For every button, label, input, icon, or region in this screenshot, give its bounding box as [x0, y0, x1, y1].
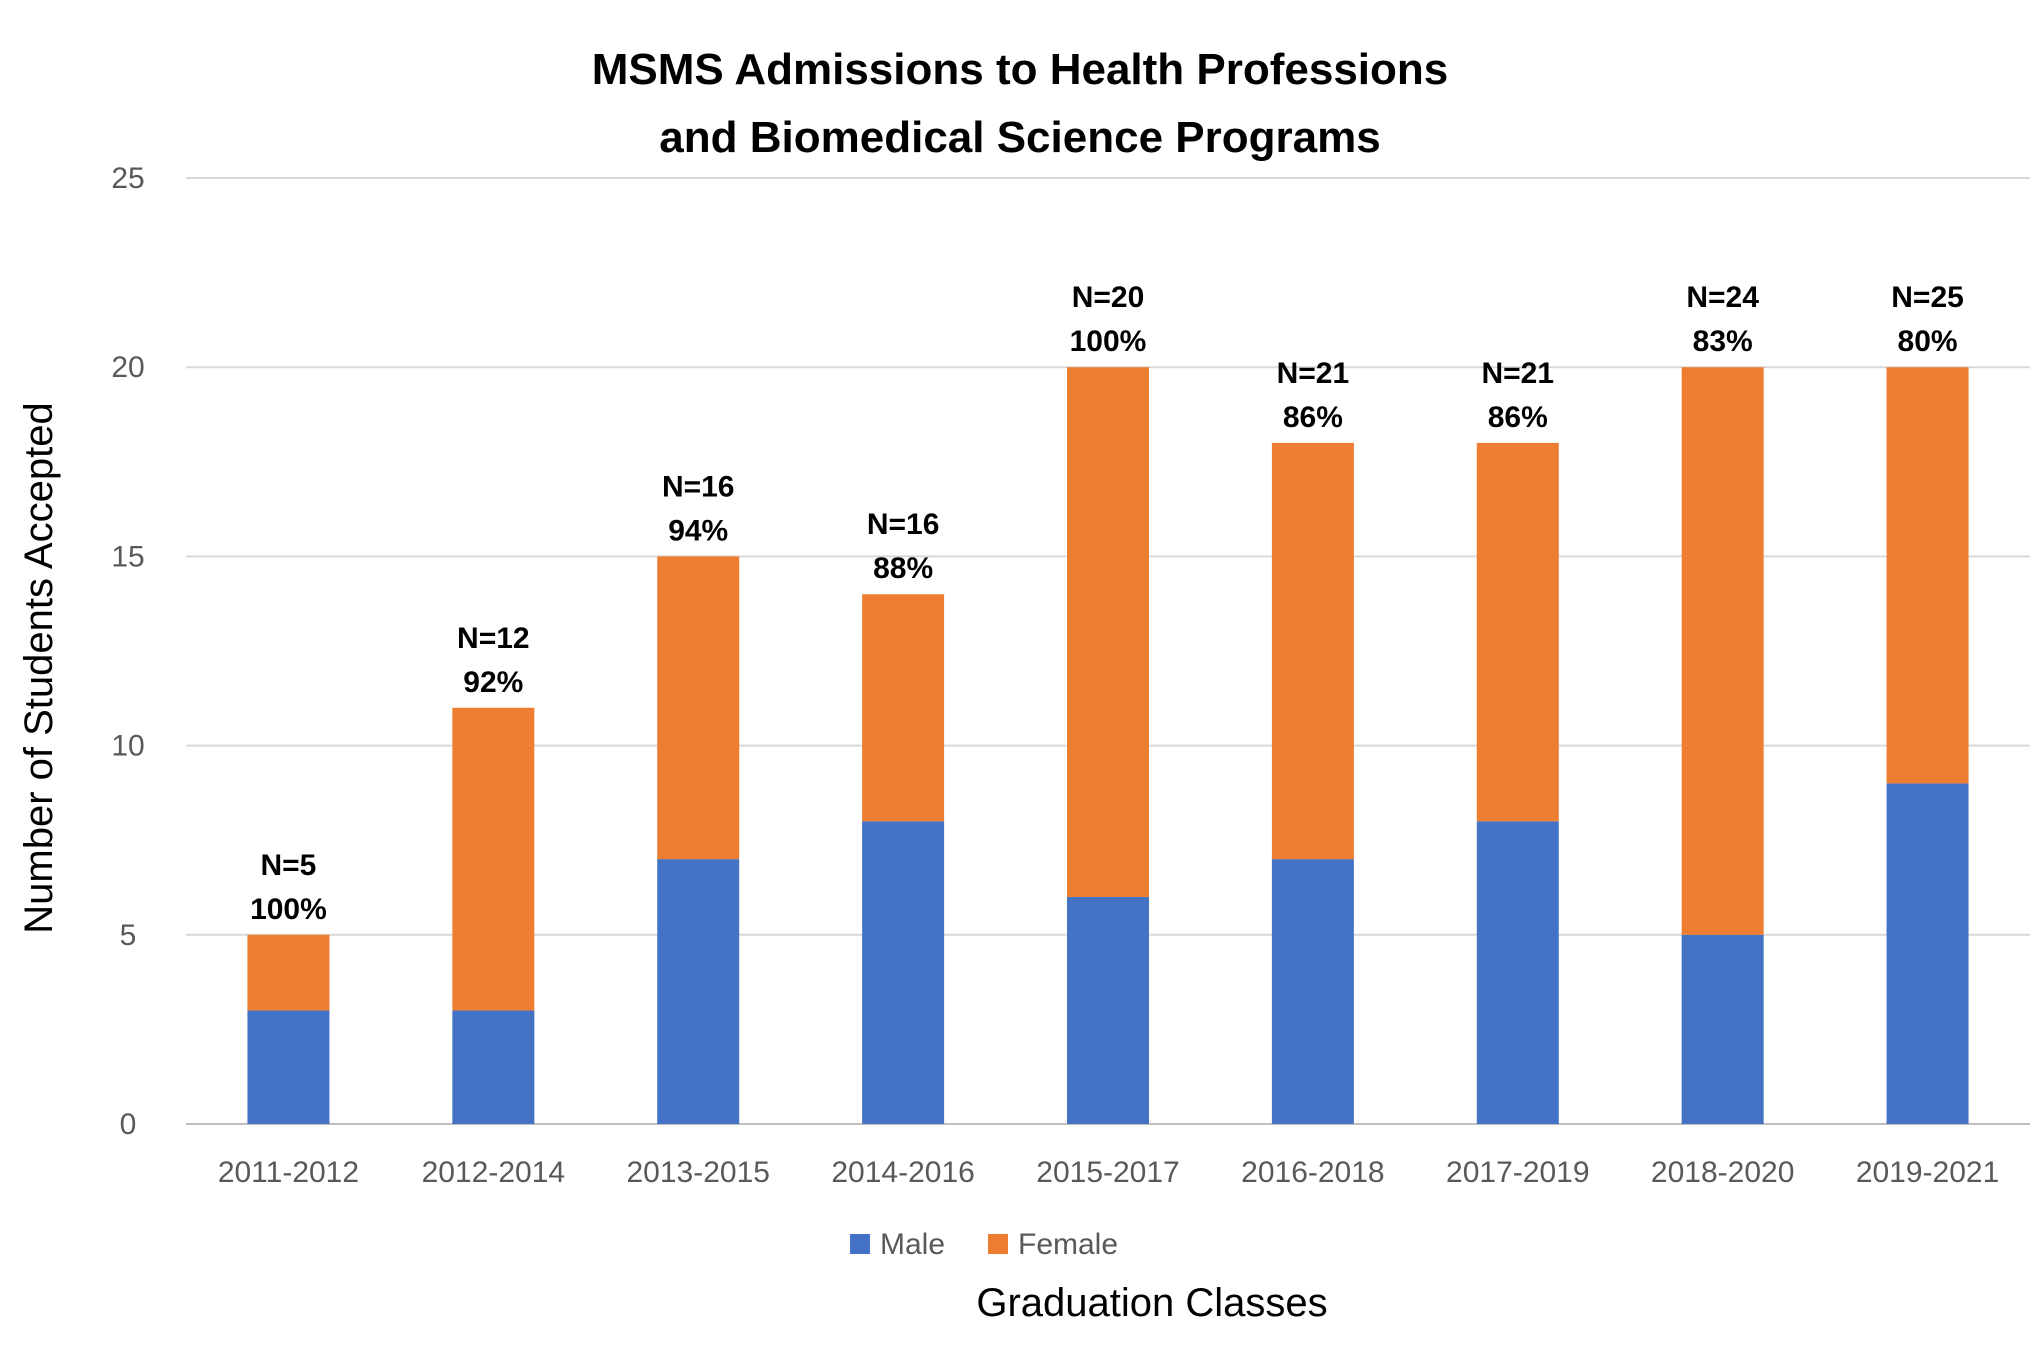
bar-segment-male: [1886, 783, 1969, 1124]
y-tick-label: 5: [120, 919, 137, 952]
x-tick-label: 2016-2018: [1241, 1156, 1384, 1189]
bar-segment-female: [1067, 367, 1149, 897]
y-tick-label: 15: [111, 540, 144, 573]
bar-segment-female: [1886, 367, 1969, 784]
bar-segment-male: [657, 859, 740, 1124]
x-tick-label: 2019-2021: [1856, 1156, 1999, 1189]
bar-segment-female: [862, 594, 945, 822]
bar-percent-label: 83%: [1693, 325, 1753, 358]
bar-segment-female: [247, 934, 330, 1011]
legend-swatch-female: [988, 1234, 1008, 1254]
x-tick-label: 2011-2012: [218, 1156, 359, 1189]
bar-percent-label: 100%: [1070, 325, 1147, 358]
y-tick-label: 0: [120, 1108, 137, 1141]
bar-percent-label: 88%: [873, 552, 933, 585]
bar-percent-label: 92%: [463, 666, 523, 699]
x-tick-label: 2013-2015: [626, 1156, 769, 1189]
bar-percent-label: 86%: [1488, 401, 1548, 434]
legend: Male Female: [850, 1228, 1118, 1261]
x-tick-label: 2012-2014: [422, 1156, 565, 1189]
bar-annotations: N=5 100% N=12 92% N=16 94% N=16 88% N=20 100% N=21…: [250, 281, 1964, 926]
bar-segment-male: [1067, 896, 1149, 1124]
legend-label-female: Female: [1018, 1228, 1118, 1261]
y-axis-title: Number of Students Accepted: [17, 402, 61, 933]
y-tick-label: 25: [111, 162, 144, 195]
x-axis-ticks: 2011-2012 2012-2014 2013-2015 2014-2016 2015…: [218, 1156, 1999, 1189]
y-tick-label: 20: [111, 351, 144, 384]
bar-count-label: N=5: [261, 849, 317, 882]
x-tick-label: 2015-2017: [1036, 1156, 1179, 1189]
chart-title-line-1: MSMS Admissions to Health Professions: [592, 45, 1449, 94]
bar-segment-female: [1681, 367, 1764, 935]
bar-segment-female: [452, 707, 535, 1011]
y-tick-label: 10: [111, 730, 144, 763]
legend-label-male: Male: [880, 1228, 945, 1261]
bar-segment-male: [1681, 934, 1764, 1124]
bar-segment-male: [1271, 859, 1354, 1124]
chart-title-line-2: and Biomedical Science Programs: [659, 113, 1380, 162]
x-axis-title: Graduation Classes: [976, 1281, 1327, 1325]
bar-percent-label: 86%: [1283, 401, 1343, 434]
bar-count-label: N=12: [457, 622, 530, 655]
bar-segment-male: [1476, 821, 1559, 1124]
legend-swatch-male: [850, 1234, 870, 1254]
bar-segment-female: [657, 556, 740, 860]
bars: [247, 367, 1969, 1124]
bar-segment-female: [1476, 442, 1559, 822]
bar-count-label: N=24: [1686, 281, 1759, 314]
chart-title: MSMS Admissions to Health Professions an…: [592, 45, 1449, 162]
bar-segment-male: [247, 1010, 330, 1124]
bar-count-label: N=21: [1481, 357, 1554, 390]
bar-percent-label: 94%: [668, 514, 728, 547]
x-tick-label: 2017-2019: [1446, 1156, 1589, 1189]
bar-count-label: N=21: [1277, 357, 1350, 390]
bar-count-label: N=25: [1891, 281, 1964, 314]
x-tick-label: 2014-2016: [831, 1156, 974, 1189]
bar-count-label: N=16: [867, 508, 940, 541]
bar-percent-label: 80%: [1898, 325, 1958, 358]
bar-percent-label: 100%: [250, 893, 327, 926]
bar-segment-male: [452, 1010, 535, 1124]
bar-count-label: N=20: [1072, 281, 1145, 314]
bar-segment-female: [1271, 442, 1354, 860]
x-tick-label: 2018-2020: [1651, 1156, 1794, 1189]
bar-segment-male: [862, 821, 945, 1124]
bar-count-label: N=16: [662, 470, 735, 503]
y-axis-ticks: 0 5 10 15 20 25: [111, 162, 144, 1141]
